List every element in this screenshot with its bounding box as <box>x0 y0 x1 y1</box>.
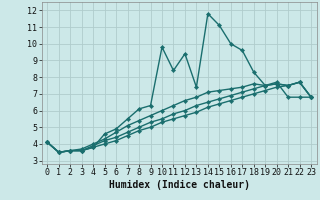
X-axis label: Humidex (Indice chaleur): Humidex (Indice chaleur) <box>109 180 250 190</box>
